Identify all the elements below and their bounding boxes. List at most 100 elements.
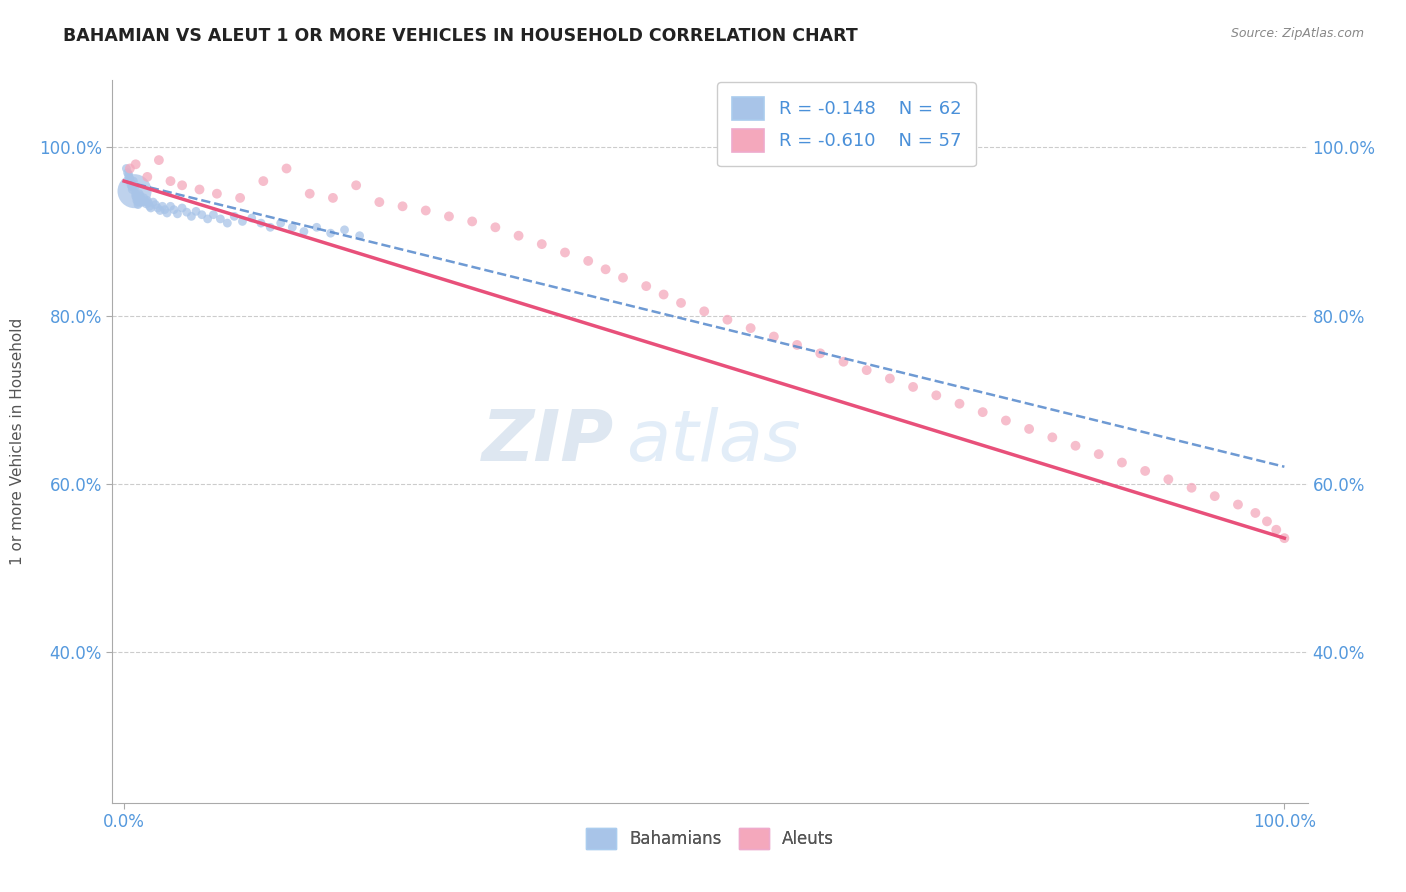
Point — [259, 220, 281, 235]
Point — [217, 216, 239, 230]
Point — [184, 204, 207, 219]
Point — [125, 186, 148, 201]
Point — [205, 186, 228, 201]
Point — [229, 191, 252, 205]
Point — [344, 178, 367, 193]
Point — [1226, 498, 1249, 512]
Point — [135, 196, 157, 211]
Point — [163, 202, 186, 217]
Point — [176, 205, 198, 219]
Point — [925, 388, 948, 402]
Point — [1157, 472, 1180, 486]
Point — [1064, 439, 1087, 453]
Point — [994, 413, 1017, 427]
Point — [125, 157, 148, 171]
Text: atlas: atlas — [627, 407, 801, 476]
Point — [391, 199, 413, 213]
Point — [129, 189, 152, 203]
Point — [948, 397, 970, 411]
Point — [322, 191, 344, 205]
Point — [508, 228, 530, 243]
Point — [1111, 456, 1133, 470]
Point — [1272, 531, 1295, 545]
Point — [149, 203, 172, 218]
Point — [202, 208, 225, 222]
Point — [125, 189, 148, 203]
Point — [879, 371, 901, 385]
Point — [148, 153, 170, 167]
Point — [305, 220, 328, 235]
Point — [153, 202, 176, 217]
Point — [252, 174, 274, 188]
Point — [250, 216, 273, 230]
Point — [128, 186, 150, 201]
Point — [118, 169, 141, 184]
Point — [125, 194, 148, 208]
Point — [693, 304, 716, 318]
Point — [855, 363, 877, 377]
Point — [120, 178, 142, 193]
Point — [669, 296, 692, 310]
Point — [118, 171, 141, 186]
Point — [437, 210, 460, 224]
Point — [319, 226, 342, 240]
Point — [145, 197, 167, 211]
Point — [172, 201, 194, 215]
Point — [270, 216, 292, 230]
Point — [461, 214, 484, 228]
Point — [292, 225, 315, 239]
Point — [224, 210, 246, 224]
Point — [595, 262, 617, 277]
Point — [120, 176, 142, 190]
Point — [197, 211, 219, 226]
Point — [1244, 506, 1267, 520]
Point — [1018, 422, 1040, 436]
Point — [156, 206, 179, 220]
Point — [118, 174, 141, 188]
Point — [188, 182, 211, 196]
Point — [172, 178, 194, 193]
Point — [117, 166, 139, 180]
Text: ZIP: ZIP — [482, 407, 614, 476]
Point — [121, 182, 143, 196]
Point — [131, 195, 153, 210]
Point — [131, 193, 153, 207]
Point — [832, 355, 855, 369]
Point — [159, 174, 181, 188]
Point — [612, 270, 634, 285]
Point — [368, 195, 391, 210]
Point — [142, 195, 165, 210]
Point — [127, 197, 149, 211]
Point — [146, 201, 169, 215]
Point — [762, 329, 785, 343]
Text: BAHAMIAN VS ALEUT 1 OR MORE VEHICLES IN HOUSEHOLD CORRELATION CHART: BAHAMIAN VS ALEUT 1 OR MORE VEHICLES IN … — [63, 27, 858, 45]
Point — [1180, 481, 1202, 495]
Point — [231, 214, 253, 228]
Point — [1256, 514, 1278, 528]
Point — [415, 203, 437, 218]
Point — [349, 228, 371, 243]
Point — [1087, 447, 1109, 461]
Point — [716, 312, 738, 326]
Y-axis label: 1 or more Vehicles in Household: 1 or more Vehicles in Household — [10, 318, 25, 566]
Point — [209, 211, 232, 226]
Point — [121, 180, 143, 194]
Point — [333, 223, 356, 237]
Point — [530, 237, 553, 252]
Point — [1265, 523, 1288, 537]
Point — [652, 287, 675, 301]
Point — [972, 405, 994, 419]
Point — [125, 191, 148, 205]
Point — [786, 338, 808, 352]
Point — [276, 161, 298, 176]
Point — [191, 208, 214, 222]
Point — [1204, 489, 1226, 503]
Point — [159, 199, 181, 213]
Point — [115, 161, 138, 176]
Legend: Bahamians, Aleuts: Bahamians, Aleuts — [579, 822, 841, 856]
Point — [298, 186, 321, 201]
Point — [901, 380, 924, 394]
Text: Source: ZipAtlas.com: Source: ZipAtlas.com — [1230, 27, 1364, 40]
Point — [240, 211, 263, 225]
Point — [132, 191, 155, 205]
